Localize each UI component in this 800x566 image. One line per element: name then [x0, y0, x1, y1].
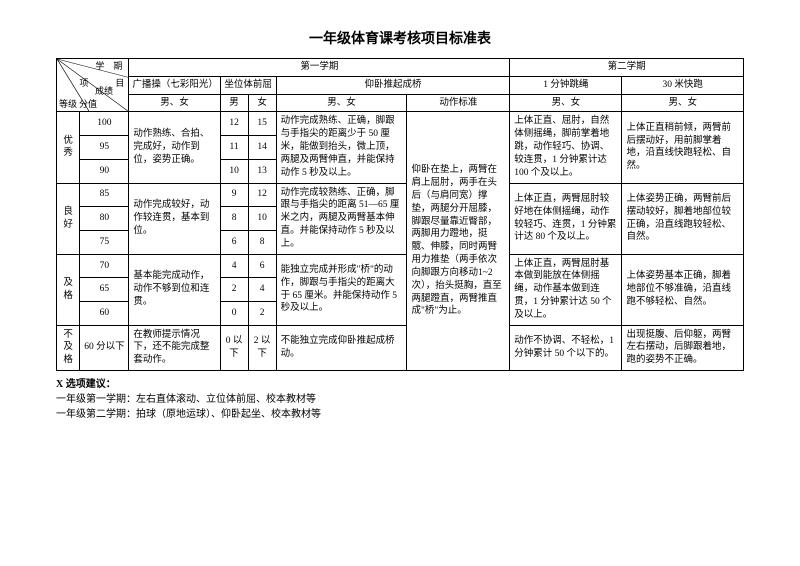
- gb-good: 动作完成较好，动作较连贯，基本到位。: [129, 183, 220, 254]
- bridge-desc-pass: 能独立完成并形成"桥"的动作，脚跟与手指尖的距离大于 65 厘米。并能保持动作 …: [276, 254, 407, 325]
- sit-w: 12: [248, 183, 276, 207]
- grade-pass: 及格: [57, 254, 80, 325]
- gender-mw: 男、女: [510, 94, 622, 112]
- sit-m: 6: [220, 230, 248, 254]
- sit-m: 10: [220, 159, 248, 183]
- score: 70: [80, 254, 129, 278]
- score: 95: [80, 136, 129, 160]
- sit-m: 2: [220, 278, 248, 302]
- sit-w: 13: [248, 159, 276, 183]
- gb-fail: 在教师提示情况下，还不能完成整套动作。: [129, 325, 220, 370]
- score-fail: 60 分以下: [80, 325, 129, 370]
- gender-mw: 男、女: [129, 94, 220, 112]
- diagonal-header: 学 期 项 目 等级 分值 成绩: [57, 59, 129, 112]
- bridge-desc-good: 动作完成较熟练、正确，脚跟与手指尖的距离 51—65 厘米之内，两腿及两臂基本伸…: [276, 183, 407, 254]
- sit-w: 2: [248, 301, 276, 325]
- sit-m: 12: [220, 112, 248, 136]
- hdr-semester: 学 期: [95, 60, 122, 72]
- grade-fail: 不及格: [57, 325, 80, 370]
- score: 75: [80, 230, 129, 254]
- sit-w: 10: [248, 207, 276, 231]
- grade-good: 良好: [57, 183, 80, 254]
- sit-w: 8: [248, 230, 276, 254]
- hdr-score: 分值: [79, 98, 97, 110]
- gb-pass: 基本能完成动作，动作不够到位和连贯。: [129, 254, 220, 325]
- score: 80: [80, 207, 129, 231]
- notes-line2: 一年级第二学期：拍球（原地运球）、仰卧起坐、校本教材等: [56, 407, 744, 422]
- sit-w: 14: [248, 136, 276, 160]
- item-sit: 坐位体前屈: [220, 76, 276, 94]
- notes-heading: X 选项建议：: [56, 379, 116, 390]
- notes-line1: 一年级第一学期：左右直体滚动、立位体前屈、校本教材等: [56, 392, 744, 407]
- item-gb: 广播操（七彩阳光）: [129, 76, 220, 94]
- hdr-result: 成绩: [95, 85, 113, 97]
- rope-good: 上体正直，两臂屈肘较好地在体侧摇绳，动作较轻巧、连贯，1 分钟累计达 80 个及…: [510, 183, 622, 254]
- gender-w: 女: [248, 94, 276, 112]
- score: 85: [80, 183, 129, 207]
- score: 65: [80, 278, 129, 302]
- rope-pass: 上体正直，两臂屈肘基本做到能放在体侧摇绳，动作基本做到连贯，1 分钟累计达 50…: [510, 254, 622, 325]
- grade-ex: 优秀: [57, 112, 80, 183]
- rope-fail: 动作不协调、不轻松，1分钟累计 50 个以下的。: [510, 325, 622, 370]
- gender-mw: 男、女: [276, 94, 407, 112]
- sit-w: 4: [248, 278, 276, 302]
- item-rope: 1 分钟跳绳: [510, 76, 622, 94]
- sit-m: 4: [220, 254, 248, 278]
- standards-table: 学 期 项 目 等级 分值 成绩 第一学期 第二学期 广播操（七彩阳光） 坐位体…: [56, 58, 744, 371]
- score: 90: [80, 159, 129, 183]
- rope-ex: 上体正直、屈肘，自然体侧摇绳，脚前掌着地跳，动作轻巧、协调、较连贯，1 分钟累计…: [510, 112, 622, 183]
- page-title: 一年级体育课考核项目标准表: [56, 28, 744, 48]
- sit-m-fail: 0 以下: [220, 325, 248, 370]
- sub-std: 动作标准: [407, 94, 510, 112]
- sit-m: 8: [220, 207, 248, 231]
- sit-w-fail: 2 以下: [248, 325, 276, 370]
- sit-m: 0: [220, 301, 248, 325]
- sit-w: 6: [248, 254, 276, 278]
- sem2: 第二学期: [510, 59, 744, 77]
- gender-m: 男: [220, 94, 248, 112]
- gender-mw: 男、女: [622, 94, 744, 112]
- sit-w: 15: [248, 112, 276, 136]
- run-good: 上体姿势正确，两臂前后摆动较好，脚着地部位较正确，沿直线跑较轻松、自然。: [622, 183, 744, 254]
- score: 60: [80, 301, 129, 325]
- bridge-std: 仰卧在垫上，两臂在肩上屈肘，两手在头后（与肩同宽）撑垫，两腿分开屈膝，脚跟尽量靠…: [407, 112, 510, 371]
- gb-ex: 动作熟练、合拍、完成好，动作到位，姿势正确。: [129, 112, 220, 183]
- bridge-desc-fail: 不能独立完成仰卧推起成桥动。: [276, 325, 407, 370]
- bridge-desc-ex: 动作完成熟练、正确，脚跟与手指尖的距离少于 50 厘米，能做到抬头，微上顶，两腿…: [276, 112, 407, 183]
- notes: X 选项建议： 一年级第一学期：左右直体滚动、立位体前屈、校本教材等 一年级第二…: [56, 377, 744, 422]
- sem1: 第一学期: [129, 59, 510, 77]
- sit-m: 9: [220, 183, 248, 207]
- run-pass: 上体姿势基本正确，脚着地部位不够准确，沿直线跑不够轻松、自然。: [622, 254, 744, 325]
- sit-m: 11: [220, 136, 248, 160]
- score: 100: [80, 112, 129, 136]
- item-bridge: 仰卧推起成桥: [276, 76, 510, 94]
- hdr-grade: 等级: [59, 98, 77, 110]
- run-ex: 上体正直稍前倾，两臂前后摆动好，用前脚掌着地，沿直线快跑轻松、自然。: [622, 112, 744, 183]
- run-fail: 出现挺腹、后仰躯，两臂左右摆动，后脚跟着地，跑的姿势不正确。: [622, 325, 744, 370]
- item-run: 30 米快跑: [622, 76, 744, 94]
